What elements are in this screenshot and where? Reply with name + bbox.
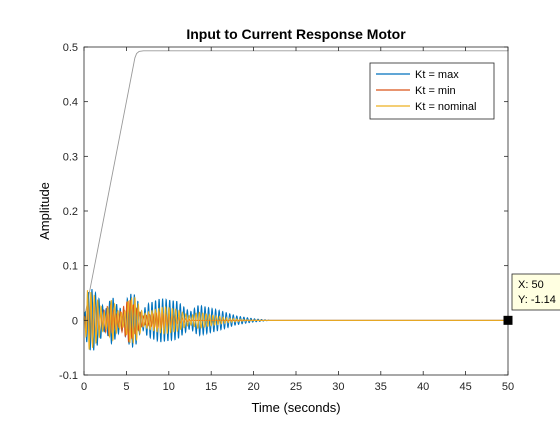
x-tick-label: 30 [332, 381, 344, 393]
x-tick-label: 40 [417, 381, 429, 393]
x-tick-label: 25 [290, 381, 302, 393]
legend-label-1: Kt = min [415, 85, 456, 97]
x-tick-label: 20 [247, 381, 259, 393]
datatip-text-1: Y: -1.14 [518, 294, 556, 306]
x-tick-label: 0 [81, 381, 87, 393]
x-tick-label: 50 [502, 381, 514, 393]
y-tick-label: 0.4 [63, 97, 78, 109]
x-tick-label: 5 [123, 381, 129, 393]
datatip-text-0: X: 50 [518, 279, 544, 291]
datatip-marker[interactable] [504, 316, 513, 325]
y-axis-label: Amplitude [37, 182, 52, 240]
y-tick-label: 0.3 [63, 151, 78, 163]
data-tip[interactable]: X: 50 Y: -1.14 [504, 274, 560, 325]
x-axis-label: Time (seconds) [251, 400, 340, 415]
legend-label-0: Kt = max [415, 69, 459, 81]
y-tick-label: 0 [72, 315, 78, 327]
y-tick-label: 0.2 [63, 206, 78, 218]
chart-title: Input to Current Response Motor [186, 26, 406, 42]
legend[interactable]: Kt = max Kt = min Kt = nominal [370, 63, 494, 119]
legend-label-2: Kt = nominal [415, 101, 476, 113]
x-tick-label: 10 [163, 381, 175, 393]
y-tick-label: 0.5 [63, 42, 78, 54]
x-tick-label: 45 [459, 381, 471, 393]
x-tick-label: 35 [375, 381, 387, 393]
y-tick-label: 0.1 [63, 261, 78, 273]
y-tick-label: -0.1 [59, 370, 78, 382]
x-tick-label: 15 [205, 381, 217, 393]
